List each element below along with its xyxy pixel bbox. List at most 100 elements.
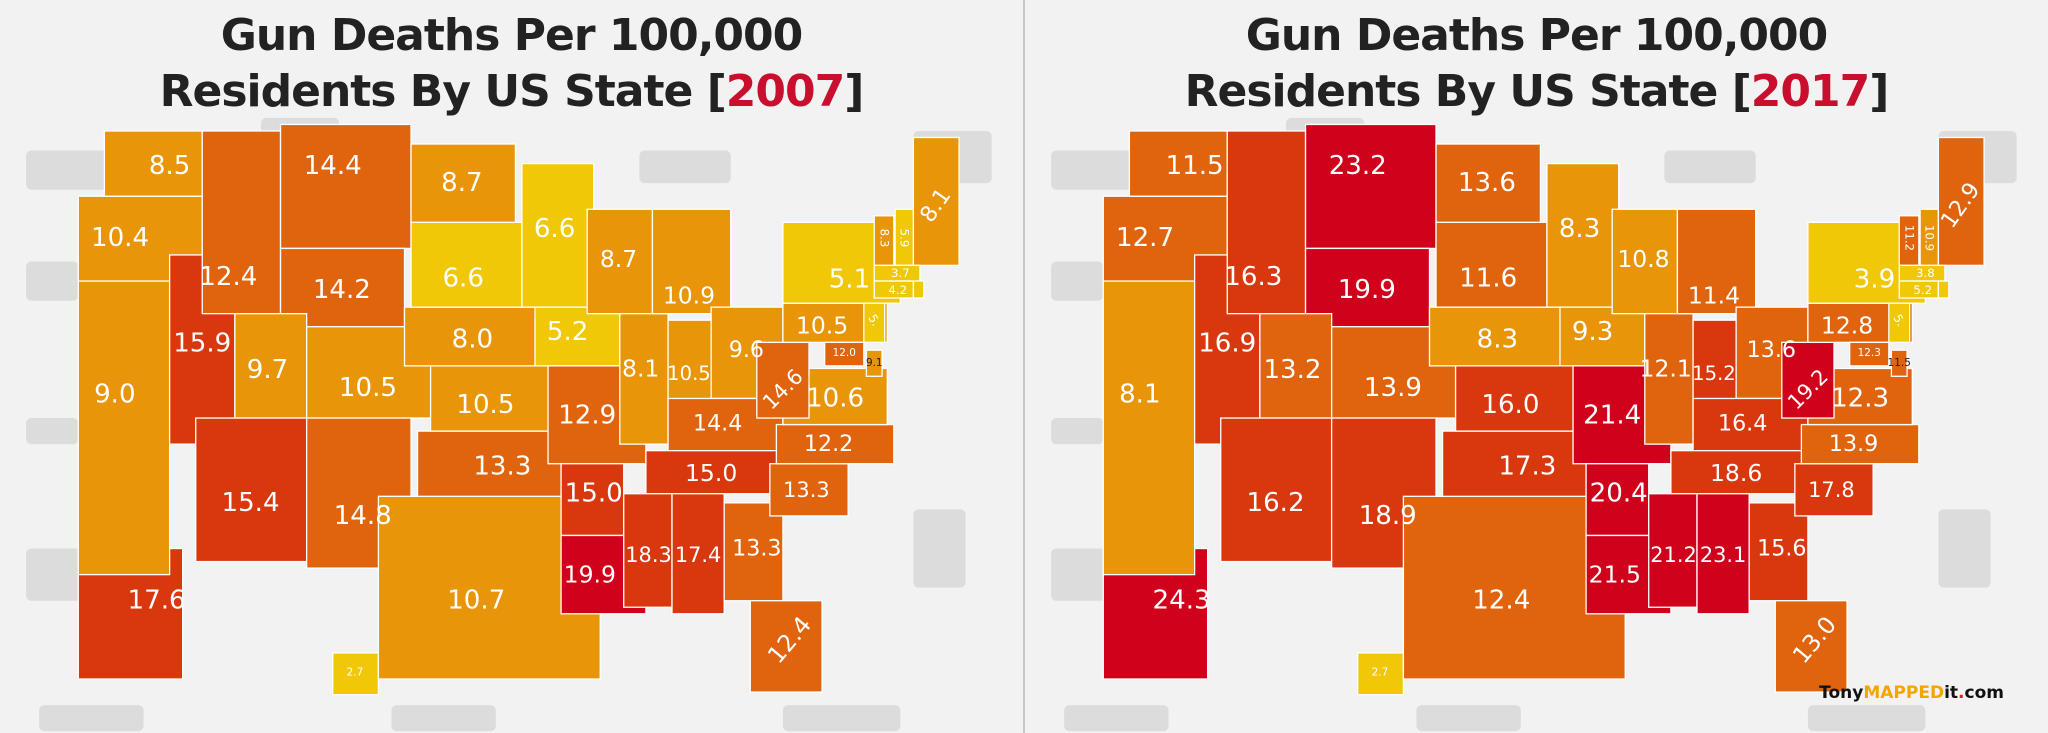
state-hi [1357, 652, 1405, 696]
state-value-in: 10.5 [667, 362, 711, 385]
panel-divider [1023, 0, 1025, 733]
state-value-in: 15.2 [1692, 362, 1736, 385]
title-line-2: Residents By US State [2017] [1025, 64, 2048, 120]
state-mn [521, 162, 595, 308]
state-value-al: 23.1 [1700, 543, 1746, 567]
state-value-vt: 11.2 [1903, 225, 1917, 251]
state-value-nm: 14.8 [334, 501, 392, 531]
state-ga [1748, 502, 1809, 602]
state-mt [279, 123, 412, 250]
state-value-ut: 13.2 [1263, 355, 1321, 385]
title-line-2: Residents By US State [2007] [0, 64, 1023, 120]
state-value-wi: 8.7 [600, 245, 637, 273]
state-value-wa: 11.5 [1166, 151, 1224, 181]
state-value-ct: 4.2 [888, 283, 907, 297]
state-value-mi: 11.4 [1688, 281, 1740, 309]
state-value-wy: 14.2 [313, 275, 371, 305]
state-value-sd: 6.6 [442, 263, 483, 293]
state-value-sc: 17.8 [1808, 478, 1854, 502]
state-value-ct: 5.2 [1913, 283, 1932, 297]
state-value-ak: 24.3 [1153, 586, 1211, 616]
gun-silhouette-icon [1064, 705, 1169, 732]
choropleth-map-2017: 24.3 2.7 8.1 12.7 11.5 16.9 16.3 23.2 19.9 13.2 13… [1051, 117, 2017, 732]
map-panel-2007: 17.6 2.7 9.0 10.4 8.5 15.9 12.4 14.4 14.2 9.7 10.5… [0, 0, 1023, 733]
state-value-ca: 9.0 [94, 380, 135, 410]
state-value-ny: 3.9 [1854, 265, 1895, 295]
state-value-mn: 6.6 [534, 214, 575, 244]
state-il [1644, 313, 1694, 445]
state-value-oh: 9.6 [729, 337, 764, 363]
state-value-nm: 18.9 [1359, 501, 1417, 531]
state-value-tn: 18.6 [1710, 459, 1762, 487]
state-value-hi: 2.7 [1372, 666, 1389, 678]
state-sc [769, 463, 849, 517]
gun-silhouette-icon [782, 705, 901, 732]
state-fl [749, 600, 823, 693]
title-text: Residents By US State [ [159, 66, 727, 117]
state-value-mo: 12.9 [558, 400, 616, 430]
state-value-ky: 14.4 [693, 410, 742, 436]
state-value-sd: 11.6 [1459, 263, 1517, 293]
state-ks [429, 365, 556, 432]
gun-silhouette-icon [913, 509, 966, 588]
state-value-co: 10.5 [339, 373, 397, 403]
state-value-ok: 13.3 [473, 451, 531, 481]
state-value-tx: 12.4 [1472, 586, 1530, 616]
state-value-la: 21.5 [1589, 561, 1641, 589]
state-value-nv: 15.9 [173, 329, 231, 359]
state-ca [1102, 254, 1196, 576]
state-value-az: 16.2 [1246, 488, 1304, 518]
state-ms [1648, 493, 1698, 608]
state-value-ms: 21.2 [1650, 543, 1696, 567]
state-value-nc: 13.9 [1829, 431, 1878, 457]
state-value-mi: 10.9 [663, 281, 715, 309]
state-ca [77, 254, 171, 576]
state-value-ia: 9.3 [1572, 317, 1613, 347]
state-value-ne: 8.0 [452, 325, 493, 355]
state-de [1890, 349, 1908, 377]
state-value-ga: 15.6 [1757, 536, 1806, 562]
state-ok [416, 430, 562, 497]
state-value-co: 13.9 [1364, 373, 1422, 403]
state-value-ia: 5.2 [547, 317, 588, 347]
state-value-il: 8.1 [622, 354, 659, 382]
state-value-ne: 8.3 [1477, 325, 1518, 355]
state-fl [1774, 600, 1848, 693]
state-ar [560, 463, 625, 537]
state-ne [1428, 306, 1574, 367]
title-year: 2017 [1750, 66, 1870, 117]
state-md [1849, 341, 1890, 367]
state-value-tx: 10.7 [447, 586, 505, 616]
choropleth-map-2007: 17.6 2.7 9.0 10.4 8.5 15.9 12.4 14.4 14.2 9.7 10.5… [26, 117, 992, 732]
map-title: Gun Deaths Per 100,000 Residents By US S… [0, 8, 1023, 120]
state-value-mo: 21.4 [1583, 400, 1641, 430]
state-id [1226, 130, 1307, 315]
state-value-nh: 5.9 [897, 229, 911, 248]
state-nc [1800, 423, 1920, 465]
title-line-1: Gun Deaths Per 100,000 [220, 10, 804, 61]
state-wv [1781, 341, 1835, 419]
state-value-sc: 13.3 [783, 478, 829, 502]
state-value-pa: 10.5 [796, 311, 848, 339]
state-nj [1888, 302, 1911, 344]
state-mi [651, 208, 732, 315]
state-value-ma: 3.8 [1916, 266, 1935, 280]
state-value-or: 10.4 [91, 223, 149, 253]
state-value-ar: 15.0 [565, 479, 623, 509]
state-ut [234, 313, 308, 419]
gun-silhouette-icon [26, 548, 92, 601]
state-ga [723, 502, 784, 602]
title-bracket: ] [1869, 66, 1889, 117]
state-wi [586, 208, 654, 315]
state-value-ma: 3.7 [891, 266, 910, 280]
state-value-mt: 23.2 [1329, 151, 1387, 181]
state-me [1937, 136, 1985, 267]
state-value-ks: 10.5 [456, 390, 514, 420]
state-mt [1304, 123, 1437, 250]
gun-silhouette-icon [26, 418, 79, 445]
gun-silhouette-icon [639, 150, 731, 184]
state-value-pa: 12.8 [1821, 311, 1873, 339]
state-ri [1937, 280, 1950, 299]
gun-silhouette-icon [39, 705, 144, 732]
state-value-la: 19.9 [564, 561, 616, 589]
